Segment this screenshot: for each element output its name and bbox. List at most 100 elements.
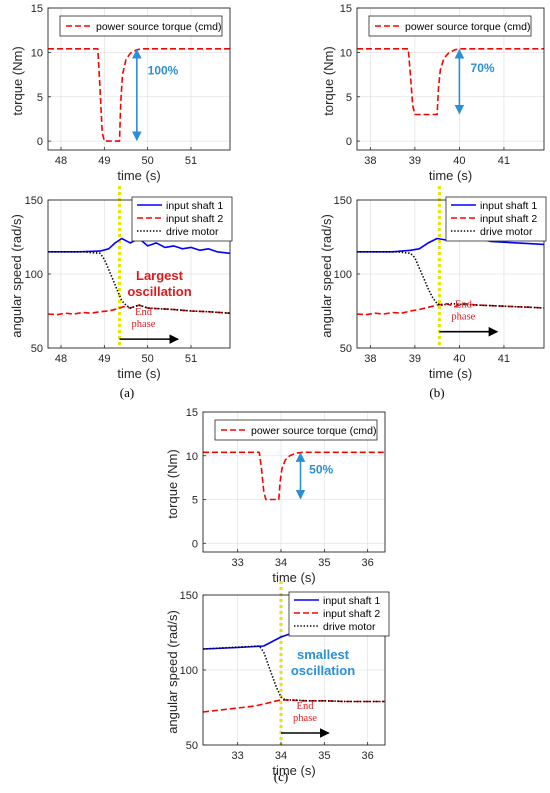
- legend-entry: input shaft 2: [323, 608, 380, 620]
- axes-frame: [202, 411, 386, 553]
- legend-entry: power source torque (cmd): [96, 21, 221, 33]
- x-tick-label: 51: [185, 353, 197, 365]
- x-tick-label: 35: [318, 750, 330, 762]
- axes-frame: [47, 7, 231, 151]
- x-tick-label: 40: [453, 155, 465, 167]
- y-tick-label: 150: [180, 590, 198, 602]
- y-tick-label: 15: [340, 3, 352, 15]
- legend-entry: input shaft 1: [323, 595, 380, 607]
- y-tick-label: 15: [31, 3, 43, 15]
- oscillation-label: Largest: [136, 268, 184, 283]
- x-axis-label: time (s): [117, 168, 160, 183]
- series-line-input-shaft-2: [356, 302, 545, 316]
- x-tick-label: 49: [98, 155, 110, 167]
- panel-c-speed-chart: 33 34 35 36 50 100 150 time (s) angular speed (r…: [165, 581, 390, 778]
- x-tick-label: 51: [185, 155, 197, 167]
- x-tick-label: 41: [498, 353, 510, 365]
- x-tick-label: 48: [55, 353, 67, 365]
- y-tick-label: 0: [37, 136, 43, 148]
- legend-entry: power source torque (cmd): [405, 21, 530, 33]
- end-phase-label: phase: [293, 713, 317, 724]
- panel-label-a: (a): [120, 385, 134, 400]
- legend-box: [368, 15, 532, 37]
- y-tick-label: 100: [334, 269, 352, 281]
- y-tick-label: 10: [340, 47, 352, 59]
- x-tick-label: 49: [98, 353, 110, 365]
- legend-entry: power source torque (cmd): [251, 425, 376, 437]
- panel-b-torque-chart: 38 39 40 41 0 5 10 15 time (s) torque (Nm) power s…: [321, 3, 545, 183]
- y-axis-label: angular speed (rad/s): [319, 214, 334, 338]
- end-phase-label: End: [297, 701, 315, 712]
- oscillation-label: smallest: [297, 647, 350, 662]
- x-tick-label: 38: [364, 353, 376, 365]
- legend-entry: drive motor: [480, 226, 533, 238]
- axes-frame: [356, 7, 545, 151]
- x-axis-label: time (s): [429, 366, 472, 381]
- series-line-power-source-torque-cmd-: [203, 451, 385, 501]
- y-tick-label: 15: [186, 407, 198, 419]
- x-tick-label: 34: [275, 557, 287, 569]
- y-tick-label: 50: [340, 343, 352, 355]
- x-tick-label: 34: [275, 750, 287, 762]
- x-tick-label: 35: [318, 557, 330, 569]
- y-tick-label: 5: [346, 92, 352, 104]
- y-tick-label: 10: [186, 451, 198, 463]
- oscillation-label: oscillation: [291, 663, 355, 678]
- oscillation-label: oscillation: [127, 284, 191, 299]
- y-tick-label: 100: [25, 269, 43, 281]
- legend-entry: input shaft 2: [480, 213, 537, 225]
- y-tick-label: 0: [192, 538, 198, 550]
- legend-box: [288, 591, 390, 637]
- y-tick-label: 150: [334, 195, 352, 207]
- x-tick-label: 39: [409, 353, 421, 365]
- x-tick-label: 41: [498, 155, 510, 167]
- x-tick-label: 48: [55, 155, 67, 167]
- drop-percentage-label: 100%: [148, 64, 179, 78]
- end-phase-label: phase: [451, 312, 475, 323]
- panel-c-torque-chart: 33 34 35 36 0 5 10 15 time (s) torque (Nm) power s…: [165, 407, 386, 585]
- y-tick-label: 100: [180, 665, 198, 677]
- series-line-input-shaft-2: [47, 304, 231, 316]
- x-axis-label: time (s): [272, 763, 315, 778]
- x-tick-label: 38: [364, 155, 376, 167]
- drop-percentage-label: 50%: [309, 462, 333, 476]
- x-axis-label: time (s): [272, 570, 315, 585]
- y-tick-label: 0: [346, 136, 352, 148]
- panel-b-speed-chart: 38 39 40 41 50 100 150 time (s) angular speed (r…: [319, 186, 547, 381]
- x-tick-label: 33: [232, 557, 244, 569]
- legend-box: [59, 15, 223, 37]
- x-tick-label: 36: [362, 750, 374, 762]
- legend-entry: drive motor: [166, 226, 219, 238]
- y-tick-label: 5: [192, 495, 198, 507]
- x-axis-label: time (s): [429, 168, 472, 183]
- series-line-input-shaft-1: [48, 237, 231, 255]
- y-tick-label: 50: [31, 343, 43, 355]
- end-phase-label: End: [135, 307, 153, 318]
- y-axis-label: angular speed (rad/s): [165, 610, 180, 734]
- legend-box: [214, 419, 378, 441]
- x-tick-label: 50: [142, 353, 154, 365]
- panel-a-speed-chart: 48 49 50 51 50 100 150 time (s) angular speed (r…: [9, 186, 233, 381]
- panel-label-c: (c): [274, 769, 288, 784]
- x-tick-label: 36: [362, 557, 374, 569]
- end-phase-label: End: [455, 300, 473, 311]
- y-axis-label: torque (Nm): [321, 46, 336, 115]
- legend-entry: input shaft 2: [166, 213, 223, 225]
- x-tick-label: 39: [409, 155, 421, 167]
- drop-percentage-label: 70%: [471, 61, 495, 75]
- legend-entry: drive motor: [323, 621, 376, 633]
- x-tick-label: 40: [453, 353, 465, 365]
- y-axis-label: torque (Nm): [165, 449, 180, 518]
- legend-entry: input shaft 1: [166, 200, 223, 212]
- y-axis-label: angular speed (rad/s): [9, 214, 24, 338]
- y-tick-label: 10: [31, 47, 43, 59]
- end-phase-label: phase: [132, 319, 156, 330]
- y-tick-label: 5: [37, 92, 43, 104]
- legend-entry: input shaft 1: [480, 200, 537, 212]
- x-axis-label: time (s): [117, 366, 160, 381]
- x-tick-label: 33: [232, 750, 244, 762]
- series-line-input-shaft-2: [202, 699, 385, 713]
- panel-label-b: (b): [429, 385, 444, 400]
